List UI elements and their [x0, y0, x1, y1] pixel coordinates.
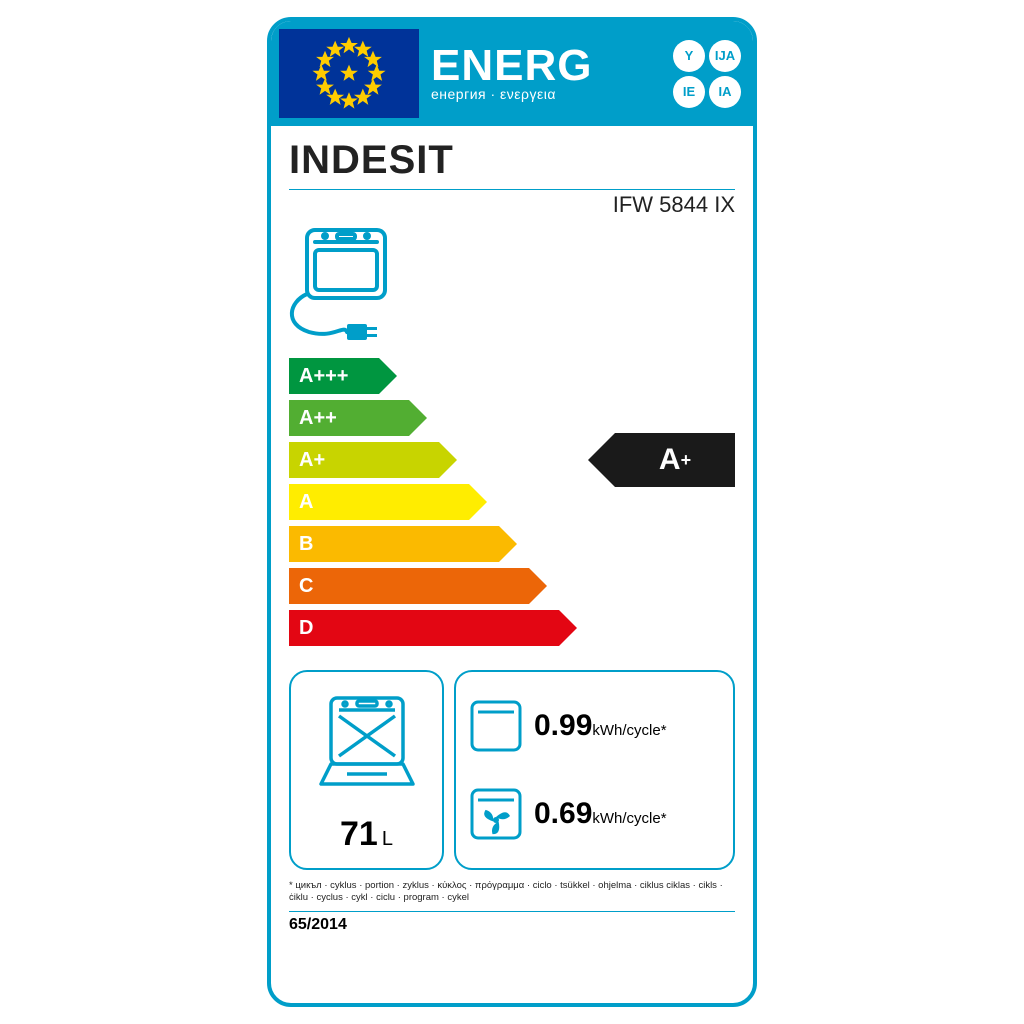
scale-bar-label: A+++ — [289, 358, 379, 394]
eu-flag-icon — [279, 29, 419, 118]
scale-bar-label: D — [289, 610, 559, 646]
conventional-icon — [466, 696, 526, 756]
fan-value: 0.69 — [534, 797, 592, 830]
conventional-consumption: 0.99kWh/cycle* — [466, 696, 723, 756]
body: INDESIT IFW 5844 IX — [271, 126, 753, 1003]
volume-unit: L — [382, 828, 393, 851]
efficiency-scale: A+++ A++ A+ ABCD A+ — [289, 358, 735, 658]
spec-row: 71 L 0.99kWh/cycle* — [289, 670, 735, 870]
scale-bar-label: A+ — [289, 442, 439, 478]
consumption-box: 0.99kWh/cycle* — [454, 670, 735, 870]
conventional-unit: kWh/cycle* — [592, 722, 666, 739]
footnote: * цикъл · cyklus · portion · zyklus · κύ… — [289, 880, 735, 905]
scale-bar-arrowhead — [559, 610, 577, 646]
scale-bar-label: A — [289, 484, 469, 520]
scale-bar: A — [289, 484, 735, 520]
scale-bar-arrowhead — [469, 484, 487, 520]
scale-bar: B — [289, 526, 735, 562]
scale-bar: A++ — [289, 400, 735, 436]
model-number: IFW 5844 IX — [289, 192, 735, 218]
fan-unit: kWh/cycle* — [592, 810, 666, 827]
scale-bar-arrowhead — [439, 442, 457, 478]
scale-bar-label: A++ — [289, 400, 409, 436]
regulation: 65/2014 — [289, 911, 735, 934]
scale-bar-arrowhead — [379, 358, 397, 394]
scale-bar: C — [289, 568, 735, 604]
energy-label: ENERG енергия · ενεργεια Y IJA IE IA IND… — [267, 17, 757, 1007]
rating-arrow: A+ — [588, 433, 735, 487]
brand-name: INDESIT — [289, 138, 735, 183]
oven-open-icon — [317, 687, 417, 807]
conventional-value: 0.99 — [534, 709, 592, 742]
badge: IE — [673, 76, 705, 108]
scale-bar-arrowhead — [529, 568, 547, 604]
energ-title: ENERG — [431, 45, 592, 87]
scale-bar: A+++ — [289, 358, 735, 394]
volume-box: 71 L — [289, 670, 444, 870]
badge: IA — [709, 76, 741, 108]
scale-bar: D — [289, 610, 735, 646]
lang-badges: Y IJA IE IA — [673, 40, 741, 108]
scale-bar-arrowhead — [499, 526, 517, 562]
header: ENERG енергия · ενεργεια Y IJA IE IA — [271, 21, 753, 126]
rating-value: A+ — [615, 433, 735, 487]
volume-value: 71 — [340, 815, 378, 854]
badge: IJA — [709, 40, 741, 72]
scale-bar-arrowhead — [409, 400, 427, 436]
oven-plug-icon — [289, 224, 735, 354]
energ-title-block: ENERG енергия · ενεργεια Y IJA IE IA — [427, 29, 745, 118]
scale-bar-label: B — [289, 526, 499, 562]
scale-bar-label: C — [289, 568, 529, 604]
divider — [289, 189, 735, 190]
badge: Y — [673, 40, 705, 72]
fan-icon — [466, 784, 526, 844]
fan-consumption: 0.69kWh/cycle* — [466, 784, 723, 844]
